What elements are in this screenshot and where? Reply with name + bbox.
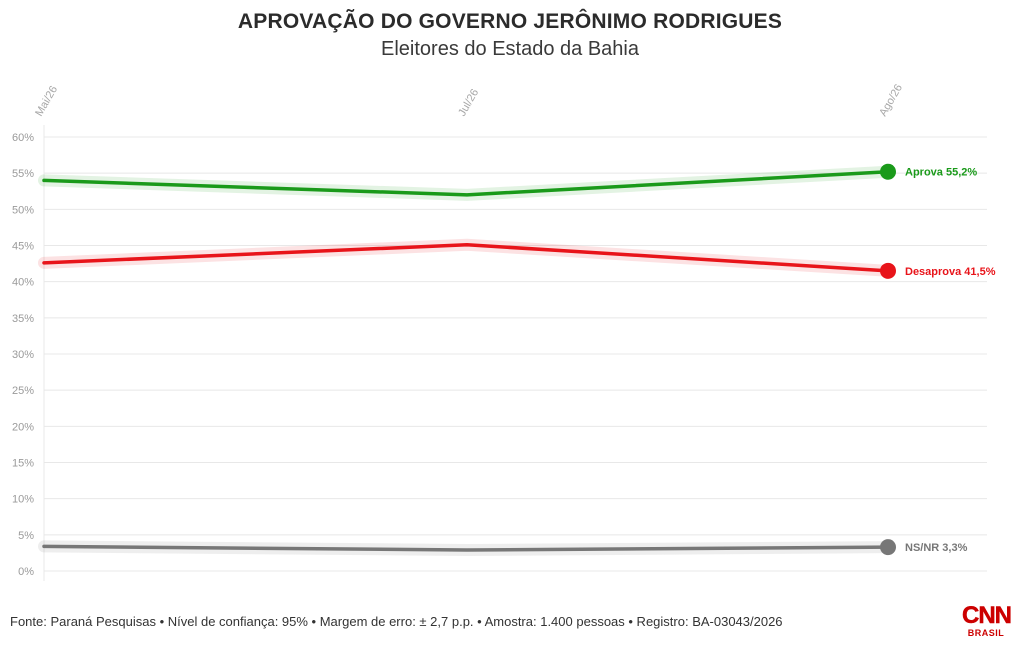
y-tick-label: 15% xyxy=(12,458,34,470)
series-end-label: Aprova 55,2% xyxy=(905,167,977,179)
chart-title: APROVAÇÃO DO GOVERNO JERÔNIMO RODRIGUES xyxy=(237,10,783,33)
y-tick-label: 30% xyxy=(12,349,34,361)
y-tick-label: 10% xyxy=(12,494,34,506)
x-tick-label: Mai/26 xyxy=(33,84,60,119)
series-end-point xyxy=(880,539,896,556)
y-tick-label: 35% xyxy=(12,313,34,325)
y-tick-label: 50% xyxy=(12,204,34,216)
series-line xyxy=(42,169,890,197)
y-tick-label: 20% xyxy=(12,421,34,433)
series-end-point xyxy=(880,163,896,180)
y-tick-label: 60% xyxy=(12,132,34,144)
source-footer: Fonte: Paraná Pesquisas • Nível de confi… xyxy=(10,614,783,629)
x-tick-label: Ago/26 xyxy=(877,82,905,118)
series-end-point xyxy=(880,262,896,279)
series-line xyxy=(42,544,890,552)
y-tick-label: 45% xyxy=(12,241,34,253)
series-end-label: Desaprova 41,5% xyxy=(905,266,996,278)
cnn-brasil-logo: CNN BRASIL xyxy=(962,602,1013,638)
logo-sub: BRASIL xyxy=(967,628,1005,638)
line-chart: 0% 5% 10% 15% 20% 25% 30% 35% 40% 45% 50% 55% 60% Mai… xyxy=(12,82,996,581)
y-tick-label: 5% xyxy=(18,530,34,542)
y-tick-label: 25% xyxy=(12,385,34,397)
series-line xyxy=(42,243,890,273)
y-tick-label: 55% xyxy=(12,168,34,180)
x-tick-label: Jul/26 xyxy=(456,87,481,118)
chart-subtitle: Eleitores do Estado da Bahia xyxy=(381,38,639,60)
series-end-label: NS/NR 3,3% xyxy=(905,542,968,554)
y-tick-label: 40% xyxy=(12,277,34,289)
logo-main: CNN xyxy=(962,602,1013,629)
y-tick-label: 0% xyxy=(18,566,34,578)
